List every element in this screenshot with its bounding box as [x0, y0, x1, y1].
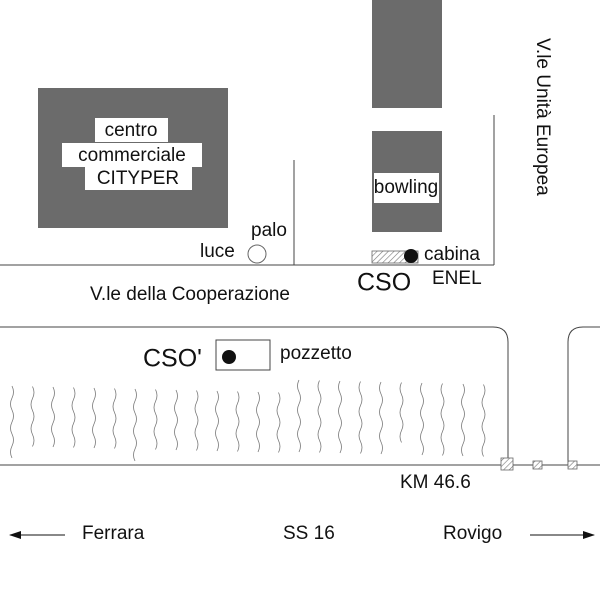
grass-line: [153, 389, 158, 450]
grass-line: [358, 381, 363, 454]
cso-point: [222, 350, 236, 364]
grass-line: [71, 387, 76, 448]
label-box: [374, 173, 439, 203]
km-label: KM 46.6: [400, 472, 471, 493]
direction: Ferrara: [82, 523, 145, 544]
label: luce: [200, 241, 235, 262]
grass-line: [92, 387, 96, 449]
grass-line: [440, 383, 445, 456]
label: ENEL: [432, 268, 482, 289]
street-name: V.le della Cooperazione: [90, 284, 290, 305]
street-name: V.le Unità Europea: [532, 38, 553, 196]
bowling-label: bowling: [374, 177, 438, 198]
marker: [500, 457, 514, 471]
grass-line: [317, 380, 322, 453]
grass: [10, 379, 486, 462]
direction: Rovigo: [443, 523, 502, 544]
label: cabina: [424, 244, 480, 265]
building: [372, 0, 442, 108]
grass-line: [51, 386, 55, 448]
road-name: SS 16: [283, 523, 335, 544]
grass-line: [174, 389, 178, 451]
label-box: [62, 143, 202, 167]
grass-line: [133, 388, 137, 462]
label: CSO': [143, 345, 202, 373]
grass-line: [297, 379, 301, 453]
grass-line: [30, 386, 35, 447]
marker: [567, 460, 578, 470]
cso-point: [404, 249, 418, 263]
grass-line: [461, 383, 465, 457]
label-box: [85, 167, 192, 190]
grass-line: [10, 385, 14, 459]
grass-line: [256, 391, 260, 453]
label: pozzetto: [280, 343, 352, 364]
mall-label: CITYPER: [97, 168, 179, 189]
road-edge: [0, 326, 509, 466]
marker: [532, 460, 543, 470]
grass-line: [420, 382, 424, 456]
grass-line: [112, 388, 117, 449]
light-pole: [247, 244, 267, 264]
grass-line: [235, 391, 240, 452]
grass-line: [194, 390, 199, 451]
mall-label: commerciale: [78, 145, 186, 166]
road-edge: [567, 326, 600, 465]
grass-line: [276, 392, 281, 453]
label: CSO: [357, 269, 411, 297]
label-box: [95, 118, 168, 142]
grass-line: [481, 384, 486, 457]
label: palo: [251, 220, 287, 241]
grass-line: [399, 382, 404, 443]
grass-line: [379, 381, 383, 455]
mall-label: centro: [105, 120, 158, 141]
grass-line: [215, 390, 219, 452]
grass-line: [338, 380, 342, 454]
